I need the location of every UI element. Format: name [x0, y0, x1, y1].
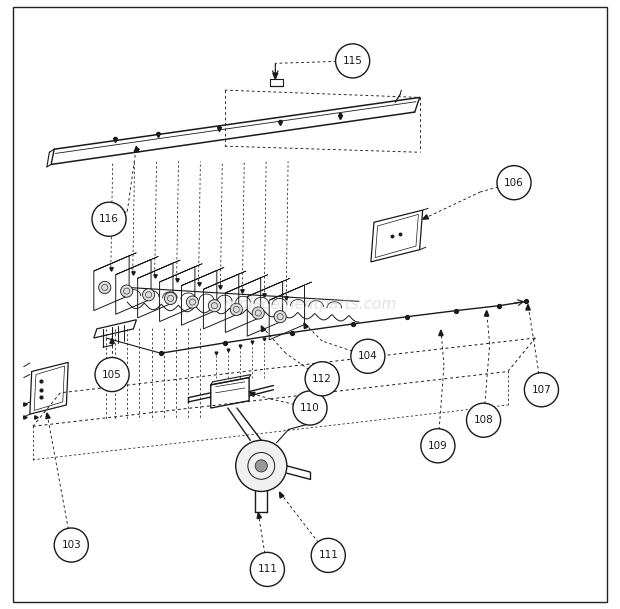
- Circle shape: [143, 289, 155, 301]
- Circle shape: [293, 391, 327, 425]
- Polygon shape: [304, 323, 308, 329]
- Circle shape: [187, 296, 198, 308]
- Polygon shape: [273, 73, 278, 79]
- Circle shape: [421, 429, 455, 463]
- Circle shape: [466, 403, 500, 437]
- Polygon shape: [46, 413, 50, 419]
- Text: 105: 105: [102, 370, 122, 379]
- Text: 111: 111: [318, 551, 338, 560]
- Polygon shape: [135, 146, 139, 152]
- Circle shape: [335, 44, 370, 78]
- Polygon shape: [110, 338, 114, 343]
- Circle shape: [164, 292, 177, 304]
- Circle shape: [236, 440, 287, 491]
- Circle shape: [274, 311, 286, 323]
- Text: 115: 115: [343, 56, 363, 66]
- Circle shape: [121, 285, 133, 297]
- Circle shape: [305, 362, 339, 396]
- Text: 109: 109: [428, 441, 448, 451]
- Circle shape: [252, 307, 264, 319]
- Circle shape: [351, 339, 385, 373]
- Text: replacementparts.com: replacementparts.com: [223, 297, 397, 312]
- Circle shape: [230, 303, 242, 315]
- Circle shape: [311, 538, 345, 572]
- Polygon shape: [249, 392, 255, 396]
- Polygon shape: [257, 513, 262, 519]
- Text: 104: 104: [358, 351, 378, 361]
- Polygon shape: [280, 492, 284, 498]
- Circle shape: [92, 202, 126, 236]
- Text: 108: 108: [474, 415, 494, 425]
- Text: 116: 116: [99, 214, 119, 224]
- Circle shape: [497, 166, 531, 200]
- Text: 111: 111: [257, 565, 277, 574]
- Polygon shape: [526, 304, 530, 310]
- Text: 103: 103: [61, 540, 81, 550]
- Text: 110: 110: [300, 403, 320, 413]
- Text: 112: 112: [312, 374, 332, 384]
- Text: 107: 107: [531, 385, 551, 395]
- Polygon shape: [261, 326, 266, 332]
- Circle shape: [250, 552, 285, 586]
- Circle shape: [255, 460, 267, 472]
- Circle shape: [208, 300, 221, 312]
- Circle shape: [54, 528, 88, 562]
- Circle shape: [99, 281, 111, 294]
- Circle shape: [95, 357, 129, 392]
- Circle shape: [525, 373, 559, 407]
- Text: 106: 106: [504, 178, 524, 188]
- Polygon shape: [423, 215, 428, 219]
- Polygon shape: [484, 311, 489, 316]
- Polygon shape: [439, 330, 443, 336]
